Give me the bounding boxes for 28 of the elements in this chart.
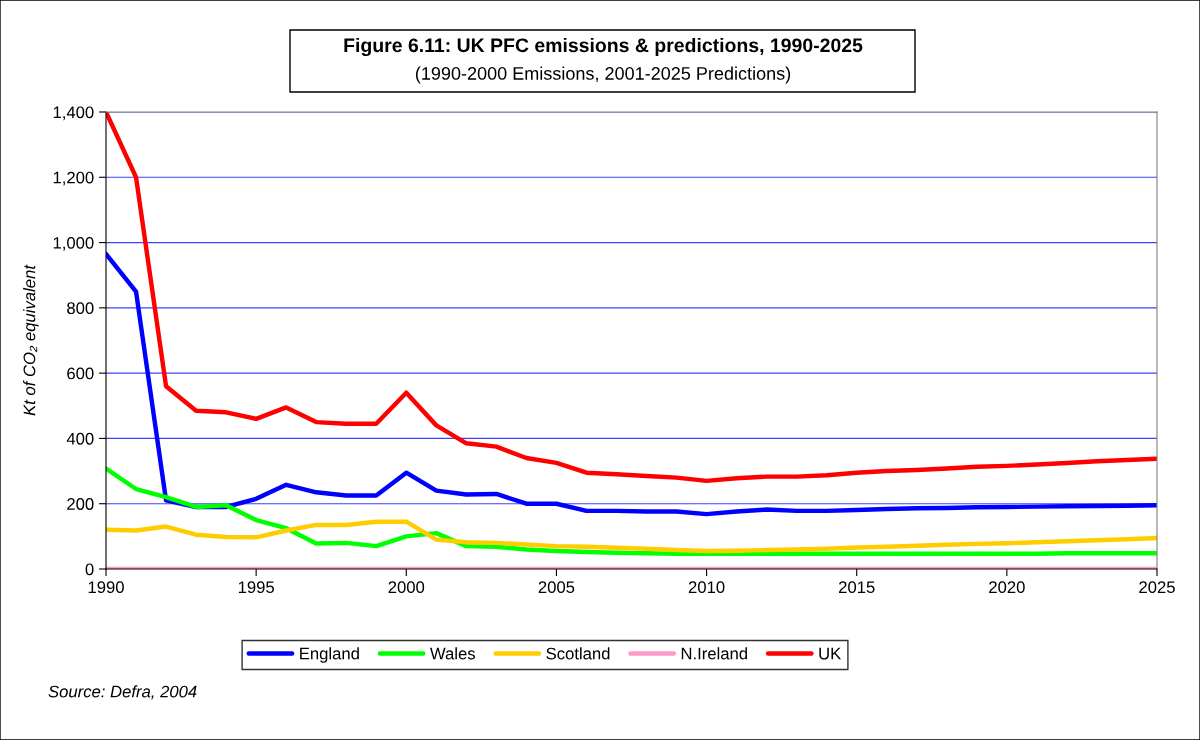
y-tick-label: 0	[85, 563, 94, 576]
legend-label: Wales	[430, 647, 475, 660]
x-tick-label: 2015	[839, 581, 875, 594]
legend-label: Scotland	[546, 647, 610, 660]
y-tick-label: 1,000	[53, 236, 94, 251]
x-tick-label: 1995	[238, 581, 274, 594]
legend-label: England	[300, 647, 359, 663]
legend-label: N.Ireland	[681, 647, 748, 660]
y-tick-label: 200	[67, 498, 94, 510]
y-tick-label: 800	[67, 302, 94, 315]
x-tick-label: 2005	[538, 581, 575, 594]
y-tick-label: 600	[67, 367, 94, 380]
x-tick-label: 2025	[1139, 581, 1175, 594]
x-tick-label: 1990	[88, 581, 124, 594]
chart-subtitle: (1990-2000 Emissions, 2001-2025 Predictions)	[415, 66, 791, 84]
y-tick-label: 1,400	[53, 106, 94, 121]
chart-title: Figure 6.11: UK PFC emissions & predictions, 1990-2025	[344, 37, 863, 57]
x-tick-label: 2010	[688, 581, 725, 594]
y-tick-label: 1,200	[53, 171, 94, 186]
line-series	[106, 519, 1157, 554]
source-note: Source: Defra, 2004	[48, 685, 197, 700]
line-series	[106, 251, 1157, 517]
line-series	[106, 466, 1157, 556]
legend-label: UK	[819, 647, 842, 660]
x-tick-label: 2000	[388, 581, 425, 594]
y-tick-label: 400	[66, 432, 94, 445]
x-tick-label: 2020	[989, 581, 1025, 594]
y-axis-title: Kt of CO₂ equivalent	[23, 264, 39, 416]
